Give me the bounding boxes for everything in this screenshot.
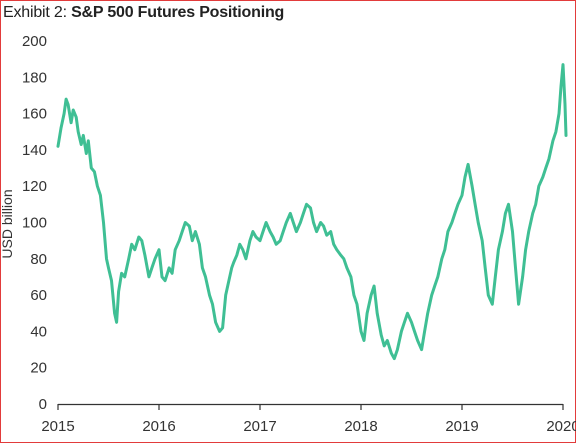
x-tick-label: 2016 [142, 418, 175, 435]
y-tick-label: 60 [30, 287, 47, 304]
y-tick-label: 120 [22, 178, 47, 195]
y-tick-label: 160 [22, 106, 47, 123]
chart-title: Exhibit 2: S&P 500 Futures Positioning [3, 4, 284, 22]
x-tick-label: 2019 [445, 418, 478, 435]
y-tick-label: 180 [22, 69, 47, 86]
y-axis-ticks: 0 20 40 60 80 100 120 140 160 180 200 [22, 33, 47, 413]
exhibit-label: Exhibit 2: [3, 4, 67, 21]
y-tick-label: 0 [39, 396, 47, 413]
x-tick-label: 2015 [41, 418, 74, 435]
y-axis-label: USD billion [0, 189, 15, 258]
x-tick-label: 2020 [546, 418, 576, 435]
y-tick-label: 140 [22, 142, 47, 159]
x-tick-label: 2018 [344, 418, 377, 435]
series-line [56, 63, 568, 361]
y-tick-label: 100 [22, 215, 47, 232]
x-axis-ticks: 2015 2016 2017 2018 2019 2020 [41, 404, 576, 435]
y-tick-label: 200 [22, 33, 47, 50]
y-tick-label: 40 [30, 323, 47, 340]
chart-title-text: S&P 500 Futures Positioning [71, 4, 285, 21]
y-tick-label: 20 [30, 360, 47, 377]
x-tick-label: 2017 [243, 418, 276, 435]
y-tick-label: 80 [30, 251, 47, 268]
